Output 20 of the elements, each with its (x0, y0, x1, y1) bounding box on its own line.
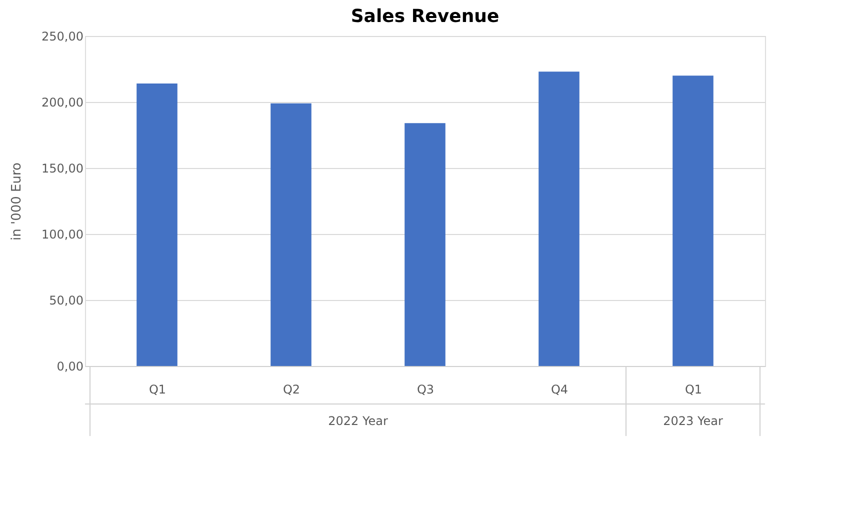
text: 2023 Year (663, 414, 723, 428)
x-tick-label: Q1 (148, 382, 166, 396)
y-tick-label: 0,00 (56, 360, 84, 374)
x-tick-label: Q2 (282, 382, 300, 396)
x-tick-label: Q3 (416, 382, 434, 396)
bar (404, 123, 446, 366)
y-tick-label: 50,00 (49, 294, 84, 308)
x-tick-label: Q4 (550, 382, 568, 396)
y-tick-label: 200,00 (42, 96, 84, 110)
text: 2022 Year (328, 414, 388, 428)
x-tick-label: Q1 (684, 382, 702, 396)
y-axis-title: in '000 Euro (10, 162, 25, 240)
bar (538, 72, 580, 366)
y-tick-label: 250,00 (42, 30, 84, 44)
y-tick-label: 100,00 (42, 228, 84, 242)
bar (672, 76, 714, 366)
bar (136, 84, 178, 366)
y-tick-label: 150,00 (42, 162, 84, 176)
bar (270, 103, 312, 366)
chart-title: Sales Revenue (350, 6, 500, 27)
